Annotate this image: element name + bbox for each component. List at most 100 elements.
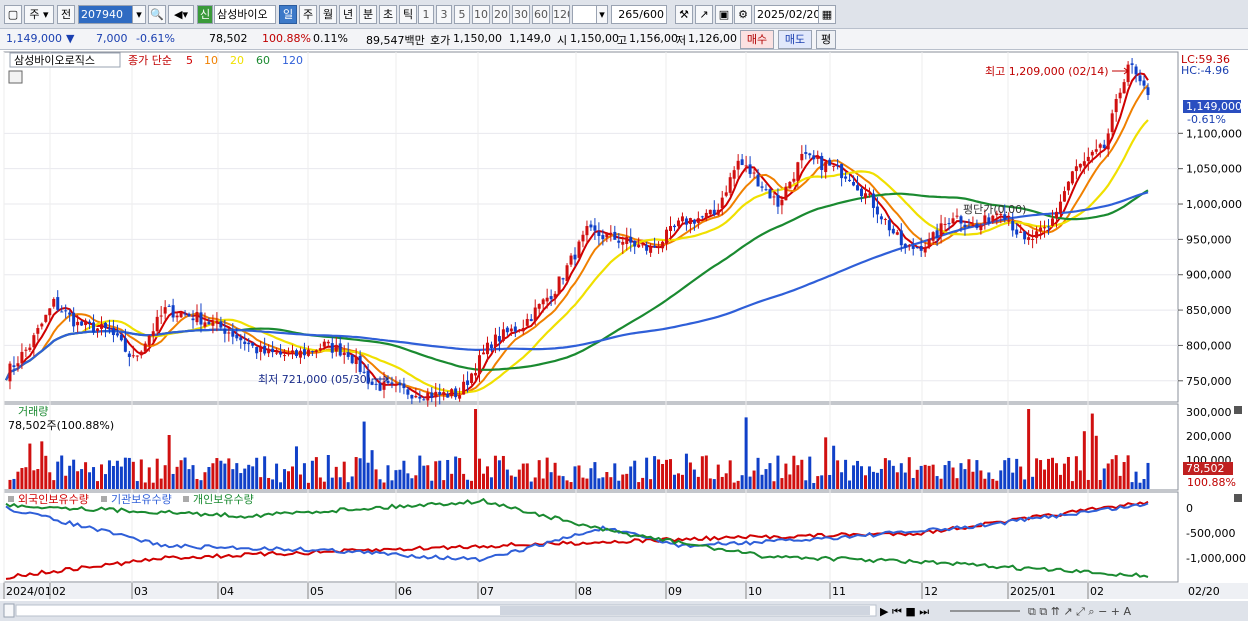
volume-bar (517, 469, 521, 489)
x-tick-label: 02 (1090, 585, 1104, 598)
x-tick-label: 08 (578, 585, 592, 598)
candle-body (788, 181, 792, 189)
candle-body (613, 231, 617, 240)
holder-tick-label: -1,000,000 (1186, 552, 1246, 565)
drawing-tools-icon[interactable]: ⧉ ⧉ ⇈ ↗ ⤢ ⌕ − + A (1028, 605, 1132, 618)
buy-button[interactable]: 매수 (740, 30, 774, 49)
volume-title: 거래량 (18, 405, 48, 418)
hoga-value-2: 1,149,0 (509, 32, 551, 45)
date-input[interactable]: 2025/02/20 (754, 5, 836, 24)
period-tab-2[interactable]: 월 (319, 5, 337, 24)
volume-bar (581, 477, 585, 489)
candle-body (183, 313, 187, 315)
interval-button-2[interactable]: 5 (454, 5, 470, 24)
volume-bar (342, 461, 346, 489)
prev-button[interactable]: 전 (57, 5, 75, 24)
play-controls-icon[interactable]: ▶ ⏮ ■ ⏭ (880, 605, 929, 618)
volume-bar (776, 455, 780, 489)
period-tab-0[interactable]: 일 (279, 5, 297, 24)
period-tab-3[interactable]: 년 (339, 5, 357, 24)
chart-area[interactable]: 삼성바이오로직스 종가 단순 5 10 20 60 120 LC:59.36 HC:-4… (0, 50, 1248, 621)
volume-close-icon[interactable] (1234, 406, 1242, 414)
candle-body (251, 342, 255, 346)
volume-bars (8, 409, 1150, 489)
volume-bar (275, 463, 279, 489)
x-tick-label: 2025/01 (1010, 585, 1056, 598)
volume-bar (1007, 457, 1011, 489)
candle-body (247, 342, 251, 345)
interval-button-0[interactable]: 1 (418, 5, 434, 24)
period-tab-4[interactable]: 분 (359, 5, 377, 24)
period-tab-6[interactable]: 틱 (399, 5, 417, 24)
candle-body (521, 327, 525, 332)
candle-body (641, 244, 645, 246)
save-icon[interactable]: ▣ (715, 5, 733, 24)
eval-button[interactable]: 평 (816, 30, 836, 49)
candle-body (446, 393, 450, 398)
candle-body (609, 232, 613, 235)
code-dropdown-icon[interactable]: ▾ (132, 5, 146, 24)
candle-body (541, 299, 545, 305)
draw-icon[interactable]: ↗ (695, 5, 713, 24)
interval-button-5[interactable]: 30 (512, 5, 530, 24)
scroll-left-button[interactable] (3, 603, 15, 618)
interval-button-6[interactable]: 60 (532, 5, 550, 24)
interval-button-1[interactable]: 3 (436, 5, 452, 24)
candle-body (167, 305, 171, 307)
x-tick-label: 2024/01 (6, 585, 52, 598)
candle-body (505, 327, 509, 333)
volume-bar (637, 482, 641, 489)
count-input[interactable]: 265/600 (611, 5, 667, 24)
volume-bar (326, 455, 330, 489)
scrollbar-track[interactable] (15, 604, 877, 617)
search-icon[interactable]: 🔍 (148, 5, 166, 24)
speaker-icon[interactable]: ◀▾ (168, 5, 194, 24)
period-dropdown[interactable]: 주 ▾ (24, 5, 54, 24)
count-value: 265 (618, 8, 640, 21)
candle-body (1015, 229, 1019, 235)
candle-body (159, 315, 163, 317)
scrollbar-thumb[interactable] (500, 606, 870, 615)
candle-body (267, 348, 271, 354)
tools-icon[interactable]: ⚒ (675, 5, 693, 24)
volume-bar (60, 455, 64, 489)
sell-button[interactable]: 매도 (778, 30, 812, 49)
ma-legend-120: 120 (282, 54, 303, 67)
candle-body (971, 224, 975, 227)
period-tab-1[interactable]: 주 (299, 5, 317, 24)
window-icon[interactable]: ▢ (4, 5, 22, 24)
calendar-icon[interactable]: ▦ (818, 5, 836, 24)
volume-bar (183, 457, 187, 489)
volume-bar (939, 478, 943, 489)
interval-button-7[interactable]: 120 (552, 5, 570, 24)
candle-body (585, 226, 589, 236)
candle-body (1134, 66, 1138, 75)
volume-bar (967, 459, 971, 489)
candle-body (92, 322, 96, 333)
candle-body (696, 218, 700, 223)
stock-name-box[interactable] (9, 52, 121, 68)
candle-body (832, 165, 836, 167)
candle-body (625, 237, 629, 244)
code-input[interactable]: 207940 (78, 5, 146, 24)
interval-button-3[interactable]: 10 (472, 5, 490, 24)
price-tick-label: 750,000 (1186, 375, 1232, 388)
interval-dropdown-icon[interactable]: ▾ (596, 5, 608, 24)
table-icon[interactable] (8, 70, 23, 84)
volume-bar (927, 465, 931, 489)
high-annotation: 최고 1,209,000 (02/14) (985, 65, 1109, 78)
stock-name-field[interactable]: 삼성바이오 (214, 5, 276, 24)
volume-bar (410, 478, 414, 489)
candle-body (649, 247, 653, 253)
gear-icon[interactable]: ⚙ (734, 5, 752, 24)
candle-body (919, 245, 923, 251)
volume-bar (796, 465, 800, 489)
holder-close-icon[interactable] (1234, 494, 1242, 502)
volume-bar (1118, 475, 1122, 489)
candle-body (704, 212, 708, 218)
volume-bar (609, 477, 613, 489)
period-tab-5[interactable]: 초 (379, 5, 397, 24)
interval-button-4[interactable]: 20 (492, 5, 510, 24)
volume-bar (943, 465, 947, 489)
volume-bar (844, 459, 848, 489)
